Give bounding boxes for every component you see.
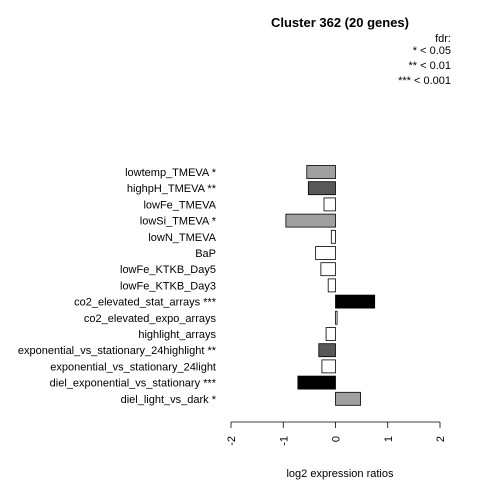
legend-entry: ** < 0.01 <box>408 60 451 72</box>
x-axis: -2 -1 0 1 2 <box>226 421 447 446</box>
category-label: exponential_vs_stationary_24highlight ** <box>18 345 217 357</box>
bar <box>335 294 376 309</box>
bar <box>315 246 336 260</box>
bar <box>330 229 336 244</box>
legend: fdr: * < 0.05 ** < 0.01 *** < 0.001 <box>398 33 451 87</box>
category-label: lowFe_KTKB_Day5 <box>120 264 216 276</box>
category-label: exponential_vs_stationary_24light <box>50 361 216 373</box>
bar <box>335 310 338 325</box>
bars <box>285 165 376 406</box>
category-label: diel_light_vs_dark * <box>121 394 217 406</box>
category-labels: lowtemp_TMEVA * highpH_TMEVA ** lowFe_TMEV… <box>18 167 217 406</box>
bar <box>307 181 336 196</box>
bar <box>297 375 336 390</box>
bar <box>335 391 361 406</box>
category-label: co2_elevated_expo_arrays <box>84 313 217 325</box>
x-tick-label: 0 <box>331 436 343 442</box>
category-label: BaP <box>195 248 216 260</box>
legend-entry: *** < 0.001 <box>398 75 451 87</box>
legend-entry: * < 0.05 <box>413 45 451 57</box>
bar <box>320 262 336 277</box>
bar <box>306 165 336 179</box>
bar <box>321 359 336 374</box>
category-label: co2_elevated_stat_arrays *** <box>74 297 217 309</box>
x-axis-label: log2 expression ratios <box>286 468 394 480</box>
bar <box>325 327 336 341</box>
chart-title: Cluster 362 (20 genes) <box>271 15 409 30</box>
bar <box>285 213 336 228</box>
category-label: lowFe_TMEVA <box>143 199 216 211</box>
category-label: diel_exponential_vs_stationary *** <box>50 378 217 390</box>
x-tick-label: 1 <box>383 436 395 442</box>
category-label: lowFe_KTKB_Day3 <box>120 280 216 292</box>
category-label: lowSi_TMEVA * <box>140 216 217 228</box>
category-label: lowtemp_TMEVA * <box>125 167 217 179</box>
x-tick-label: -1 <box>278 436 290 446</box>
category-label: highpH_TMEVA ** <box>127 183 217 195</box>
category-label: highlight_arrays <box>138 329 216 341</box>
bar <box>327 278 336 293</box>
legend-title: fdr: <box>435 33 451 45</box>
x-tick-label: -2 <box>226 436 238 446</box>
x-tick-label: 2 <box>435 436 447 442</box>
bar <box>318 343 336 358</box>
bar <box>323 197 336 212</box>
category-label: lowN_TMEVA <box>148 232 216 244</box>
